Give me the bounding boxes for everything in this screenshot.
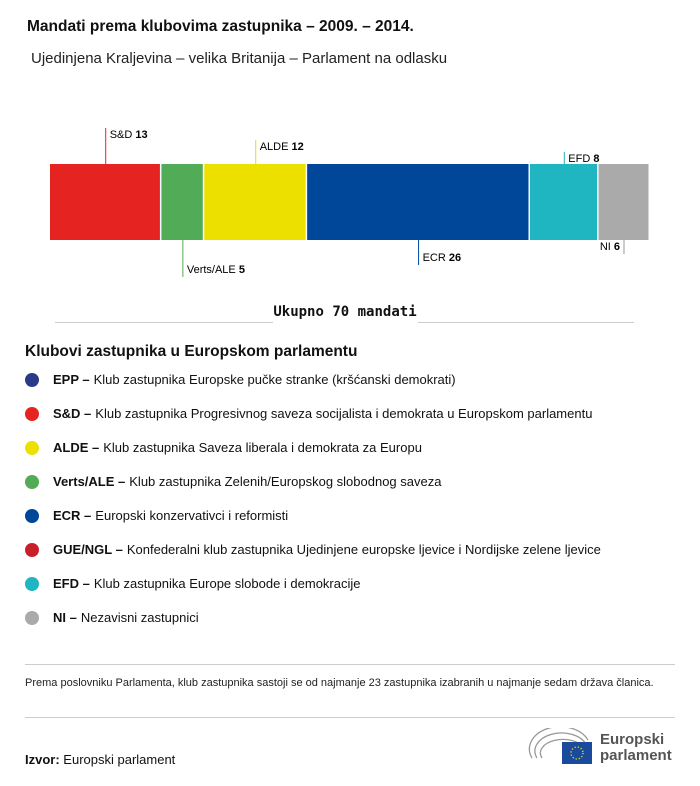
legend-title: Klubovi zastupnika u Europskom parlament… [25, 343, 358, 360]
bar-segment-ecr [307, 164, 529, 240]
legend-abbr: EFD – [53, 576, 90, 591]
parliament-logo-icon [528, 728, 592, 764]
legend-item: Verts/ALE – Klub zastupnika Zelenih/Europ… [25, 474, 441, 489]
legend-abbr: S&D – [53, 406, 92, 421]
legend-dot-icon [25, 542, 39, 557]
bar-segment-vertsale [161, 164, 203, 240]
legend-text: Klub zastupnika Progresivnog saveza soci… [95, 406, 593, 421]
bar-segment-efd [530, 164, 598, 240]
legend-abbr: Verts/ALE – [53, 474, 126, 489]
divider [25, 664, 675, 665]
data-label: EFD 8 [568, 153, 599, 165]
chart-subtitle: Ujedinjena Kraljevina – velika Britanija… [31, 50, 448, 67]
chart-title: Mandati prema klubovima zastupnika – 200… [27, 18, 414, 35]
bar-segment-ni [598, 164, 649, 240]
legend-item: GUE/NGL – Konfederalni klub zastupnika Uj… [25, 542, 601, 557]
bar-segment-sd [50, 164, 160, 240]
stacked-bar-chart: S&D 13 Verts/ALE 5 ALDE 12 ECR 26 EFD 8 NI 6 [50, 128, 649, 277]
divider [55, 322, 273, 323]
legend-dot-icon [25, 372, 39, 387]
data-label: ALDE 12 [260, 141, 304, 153]
data-label: Verts/ALE 5 [187, 264, 245, 276]
ep-logo: Europski parlament [528, 728, 672, 768]
legend-text: Klub zastupnika Saveza liberala i demokr… [103, 440, 422, 455]
legend-text: Klub zastupnika Europe slobode i demokra… [93, 576, 361, 591]
legend-text: Klub zastupnika Zelenih/Europskog slobod… [129, 474, 442, 489]
legend-abbr: ECR – [53, 508, 92, 523]
data-label: NI 6 [600, 241, 620, 253]
legend-abbr: ALDE – [53, 440, 100, 455]
footnote: Prema poslovniku Parlamenta, klub zastup… [25, 677, 654, 689]
divider [25, 717, 675, 718]
logo-text-1: Europski [600, 731, 665, 748]
divider [418, 322, 634, 323]
legend-dot-icon [25, 508, 39, 523]
data-label: S&D 13 [110, 129, 148, 141]
legend-dot-icon [25, 406, 39, 421]
legend-item: ALDE – Klub zastupnika Saveza liberala i … [25, 440, 422, 455]
source: Izvor: Europski parlament [25, 752, 175, 767]
legend-item: EFD – Klub zastupnika Europe slobode i de… [25, 576, 361, 591]
legend-dot-icon [25, 474, 39, 489]
legend-text: Konfederalni klub zastupnika Ujedinjene … [126, 542, 601, 557]
legend-dot-icon [25, 576, 39, 591]
source-label: Izvor: [25, 752, 60, 767]
legend-text: Klub zastupnika Europske pučke stranke (… [93, 372, 456, 387]
legend-text: Nezavisni zastupnici [80, 610, 199, 625]
legend-item: ECR – Europski konzervativci i reformisti [25, 508, 288, 523]
source-value: Europski parlament [63, 752, 176, 767]
legend-item: EPP – Klub zastupnika Europske pučke stra… [25, 372, 456, 387]
legend-text: Europski konzervativci i reformisti [95, 508, 289, 523]
data-label: ECR 26 [423, 252, 462, 264]
legend-item: NI – Nezavisni zastupnici [25, 610, 199, 625]
legend-abbr: GUE/NGL – [53, 542, 123, 557]
bar-segment-alde [204, 164, 306, 240]
legend-abbr: EPP – [53, 372, 90, 387]
legend-dot-icon [25, 440, 39, 455]
logo-text-2: parlament [600, 747, 672, 764]
legend-dot-icon [25, 610, 39, 625]
total-label: Ukupno 70 mandati [273, 304, 417, 320]
legend-item: S&D – Klub zastupnika Progresivnog saveza… [25, 406, 592, 421]
legend-abbr: NI – [53, 610, 77, 625]
